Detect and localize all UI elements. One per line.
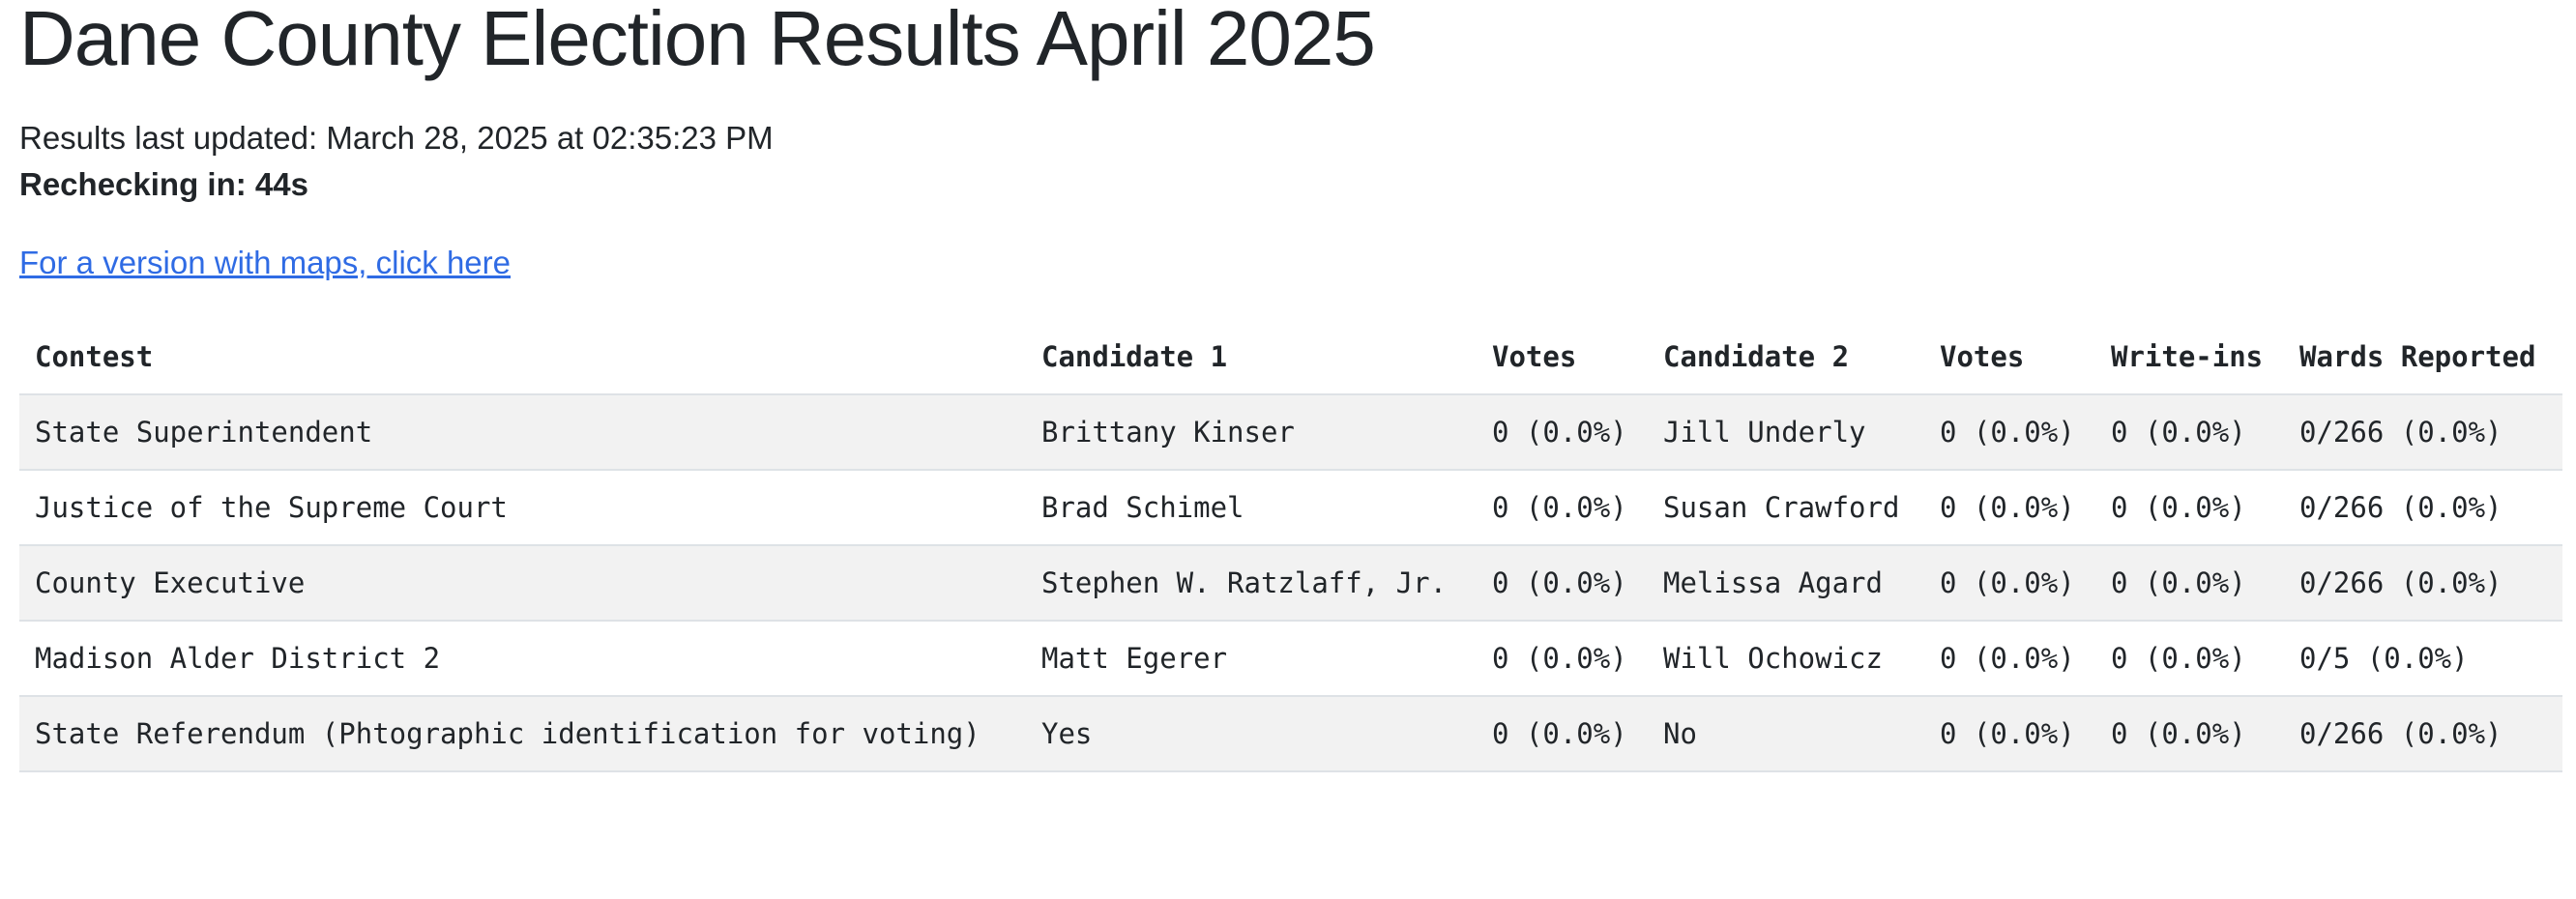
candidate-2-cell: No: [1663, 717, 1697, 750]
results-table: Contest Candidate 1 Votes Candidate 2 Vo…: [19, 319, 2562, 772]
maps-version-link[interactable]: For a version with maps, click here: [19, 245, 512, 280]
votes-1-cell: 0 (0.0%): [1492, 642, 1627, 675]
write-ins-cell: 0 (0.0%): [2111, 717, 2246, 750]
wards-reported-cell: 0/266 (0.0%): [2299, 491, 2503, 524]
contest-cell: State Superintendent: [35, 416, 373, 449]
table-row: Madison Alder District 2 Matt Egerer 0 (…: [19, 621, 2562, 696]
votes-2-cell: 0 (0.0%): [1940, 717, 2075, 750]
candidate-2-cell: Jill Underly: [1663, 416, 1866, 449]
wards-reported-cell: 0/266 (0.0%): [2299, 566, 2503, 599]
contest-cell: Madison Alder District 2: [35, 642, 441, 675]
votes-1-cell: 0 (0.0%): [1492, 717, 1627, 750]
page-title: Dane County Election Results April 2025: [19, 0, 1376, 81]
candidate-1-cell: Brittany Kinser: [1041, 416, 1295, 449]
column-header-wards-reported: Wards Reported: [2299, 339, 2536, 373]
votes-1-cell: 0 (0.0%): [1492, 416, 1627, 449]
write-ins-cell: 0 (0.0%): [2111, 566, 2246, 599]
votes-2-cell: 0 (0.0%): [1940, 491, 2075, 524]
contest-cell: County Executive: [35, 566, 306, 599]
write-ins-cell: 0 (0.0%): [2111, 491, 2246, 524]
column-header-votes-2: Votes: [1940, 339, 2025, 373]
table-body: State Superintendent Brittany Kinser 0 (…: [19, 394, 2562, 771]
table-row: State Superintendent Brittany Kinser 0 (…: [19, 394, 2562, 470]
table-header: Contest Candidate 1 Votes Candidate 2 Vo…: [19, 319, 2562, 394]
contest-cell: Justice of the Supreme Court: [35, 491, 508, 524]
table-row: State Referendum (Phtographic identifica…: [19, 696, 2562, 771]
candidate-2-cell: Susan Crawford: [1663, 491, 1900, 524]
wards-reported-cell: 0/266 (0.0%): [2299, 717, 2503, 750]
candidate-1-cell: Matt Egerer: [1041, 642, 1228, 675]
candidate-2-cell: Will Ochowicz: [1663, 642, 1883, 675]
column-header-candidate-2: Candidate 2: [1663, 339, 1850, 373]
write-ins-cell: 0 (0.0%): [2111, 416, 2246, 449]
votes-2-cell: 0 (0.0%): [1940, 566, 2075, 599]
votes-2-cell: 0 (0.0%): [1940, 642, 2075, 675]
column-header-write-ins: Write-ins: [2111, 339, 2264, 373]
column-header-candidate-1: Candidate 1: [1041, 339, 1228, 373]
write-ins-cell: 0 (0.0%): [2111, 642, 2246, 675]
wards-reported-cell: 0/5 (0.0%): [2299, 642, 2469, 675]
wards-reported-cell: 0/266 (0.0%): [2299, 416, 2503, 449]
votes-2-cell: 0 (0.0%): [1940, 416, 2075, 449]
column-header-contest: Contest: [35, 339, 154, 373]
votes-1-cell: 0 (0.0%): [1492, 566, 1627, 599]
candidate-1-cell: Yes: [1041, 717, 1093, 750]
votes-1-cell: 0 (0.0%): [1492, 491, 1627, 524]
last-updated-text: Results last updated: March 28, 2025 at …: [19, 120, 774, 156]
contest-cell: State Referendum (Phtographic identifica…: [35, 717, 981, 750]
column-header-votes-1: Votes: [1492, 339, 1577, 373]
candidate-2-cell: Melissa Agard: [1663, 566, 1883, 599]
table-row: County Executive Stephen W. Ratzlaff, Jr…: [19, 545, 2562, 621]
candidate-1-cell: Stephen W. Ratzlaff, Jr.: [1041, 566, 1448, 599]
header-row: Contest Candidate 1 Votes Candidate 2 Vo…: [19, 319, 2562, 394]
candidate-1-cell: Brad Schimel: [1041, 491, 1244, 524]
recheck-countdown: Rechecking in: 44s: [19, 166, 308, 202]
table-row: Justice of the Supreme Court Brad Schime…: [19, 470, 2562, 545]
